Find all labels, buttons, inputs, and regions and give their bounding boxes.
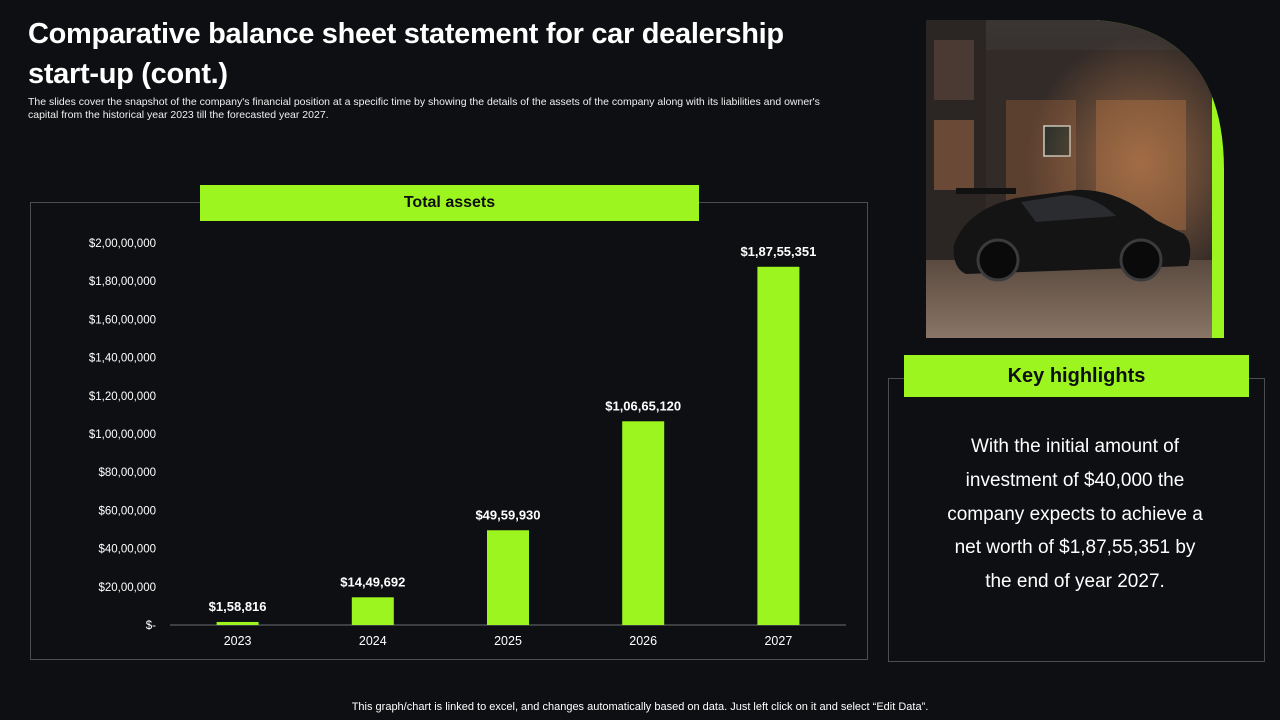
bar-2023 <box>216 621 259 625</box>
x-tick-label: 2027 <box>764 634 792 648</box>
data-label: $14,49,692 <box>340 574 405 589</box>
data-label: $1,87,55,351 <box>740 244 816 259</box>
x-tick-label: 2023 <box>224 634 252 648</box>
bar-2026 <box>622 421 665 625</box>
x-tick-label: 2025 <box>494 634 522 648</box>
x-tick-label: 2026 <box>629 634 657 648</box>
data-label: $1,06,65,120 <box>605 398 681 413</box>
y-tick-label: $1,20,00,000 <box>89 391 156 403</box>
data-label: $49,59,930 <box>475 507 540 522</box>
y-tick-label: $40,00,000 <box>98 544 156 556</box>
sports-car-photo <box>926 20 1224 338</box>
y-tick-label: $- <box>146 620 156 632</box>
key-highlights-title: Key highlights <box>904 355 1249 397</box>
y-tick-label: $2,00,00,000 <box>89 238 156 250</box>
page-subtitle: The slides cover the snapshot of the com… <box>28 96 820 121</box>
key-highlights-text: With the initial amount of investment of… <box>947 436 1203 593</box>
y-tick-label: $1,40,00,000 <box>89 353 156 365</box>
bar-2025 <box>487 530 529 625</box>
y-tick-label: $20,00,000 <box>98 582 156 594</box>
y-tick-label: $1,60,00,000 <box>89 314 156 326</box>
y-tick-label: $60,00,000 <box>98 505 156 517</box>
sports-car-illustration <box>926 20 1224 338</box>
y-tick-label: $1,80,00,000 <box>89 276 156 288</box>
x-tick-label: 2024 <box>359 634 387 648</box>
bar-2024 <box>351 597 394 625</box>
bar-2027 <box>757 266 800 625</box>
y-tick-label: $80,00,000 <box>98 467 156 479</box>
page-title: Comparative balance sheet statement for … <box>28 18 784 90</box>
chart-title: Total assets <box>200 185 699 221</box>
chart-footnote: This graph/chart is linked to excel, and… <box>351 701 929 713</box>
data-label: $1,58,816 <box>209 599 267 614</box>
y-tick-label: $1,00,00,000 <box>89 429 156 441</box>
